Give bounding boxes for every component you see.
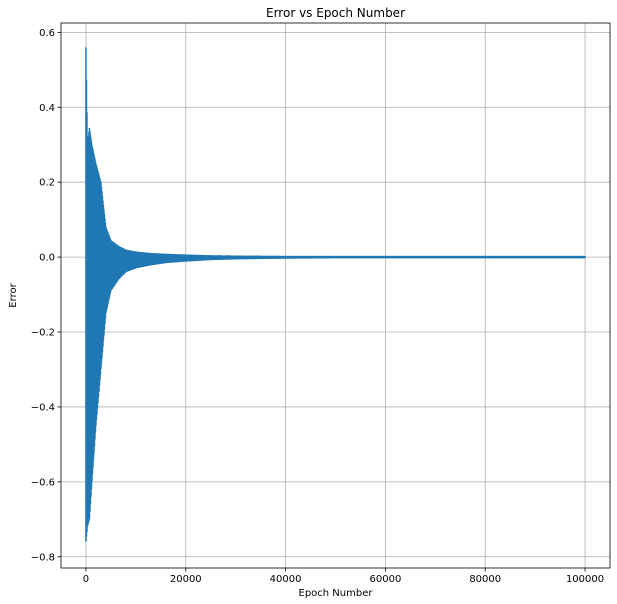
x-tick-label: 60000 xyxy=(370,574,402,585)
y-axis-label: Error xyxy=(8,282,19,307)
y-tick-label: −0.6 xyxy=(31,477,55,488)
chart-title: Error vs Epoch Number xyxy=(266,6,405,20)
y-tick-label: 0.6 xyxy=(39,28,55,39)
plot-frame xyxy=(60,22,611,569)
y-tick-label: 0.2 xyxy=(39,178,55,189)
x-tick-label: 40000 xyxy=(270,574,302,585)
y-tick-label: 0.0 xyxy=(39,253,55,264)
y-tick-label: 0.4 xyxy=(39,103,55,114)
x-tick-label: 20000 xyxy=(170,574,202,585)
series-layer xyxy=(85,47,586,542)
x-axis-label: Epoch Number xyxy=(299,588,374,599)
error-series-line xyxy=(85,47,586,542)
y-tick-label: −0.4 xyxy=(31,402,55,413)
y-tick-label: −0.2 xyxy=(31,328,55,339)
x-tick-label: 100000 xyxy=(566,574,604,585)
x-tick-label: 0 xyxy=(83,574,89,585)
x-tick-label: 80000 xyxy=(469,574,501,585)
y-tick-label: −0.8 xyxy=(31,552,55,563)
y-axis-ticks: −0.8 −0.6 −0.4 −0.2 0.0 0.2 0.4 0.6 xyxy=(31,28,61,563)
x-axis-ticks: 0 20000 40000 60000 80000 100000 xyxy=(83,568,604,585)
